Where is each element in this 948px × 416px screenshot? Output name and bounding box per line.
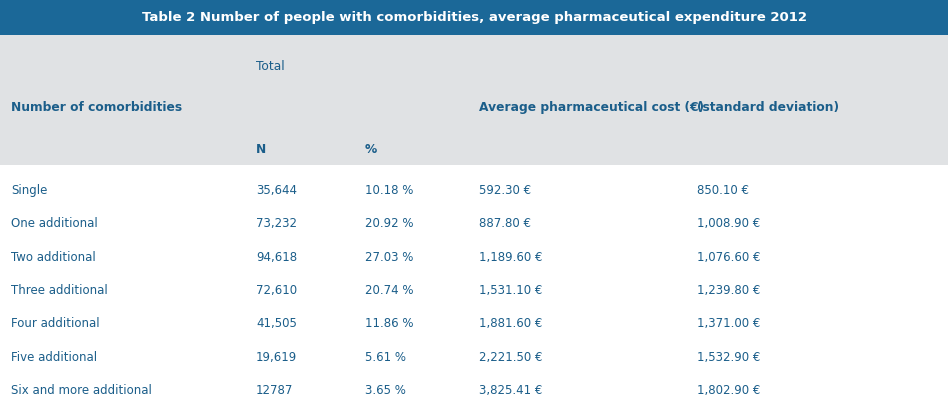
Text: 12787: 12787 — [256, 384, 293, 397]
Text: 10.18 %: 10.18 % — [365, 183, 413, 197]
Text: Five additional: Five additional — [11, 351, 98, 364]
Text: 72,610: 72,610 — [256, 284, 297, 297]
Bar — [0, 35, 948, 165]
Bar — [0, 165, 948, 416]
Text: 1,189.60 €: 1,189.60 € — [479, 250, 542, 263]
Text: 1,239.80 €: 1,239.80 € — [697, 284, 760, 297]
Text: 5.61 %: 5.61 % — [365, 351, 406, 364]
Text: 20.92 %: 20.92 % — [365, 217, 413, 230]
Text: 850.10 €: 850.10 € — [697, 183, 749, 197]
Text: 11.86 %: 11.86 % — [365, 317, 413, 330]
Text: Single: Single — [11, 183, 47, 197]
Text: Four additional: Four additional — [11, 317, 100, 330]
Bar — [0, 0, 948, 35]
Text: 73,232: 73,232 — [256, 217, 297, 230]
Text: 1,076.60 €: 1,076.60 € — [697, 250, 760, 263]
Text: 41,505: 41,505 — [256, 317, 297, 330]
Text: One additional: One additional — [11, 217, 99, 230]
Text: Three additional: Three additional — [11, 284, 108, 297]
Text: N: N — [256, 143, 266, 156]
Text: 3.65 %: 3.65 % — [365, 384, 406, 397]
Text: Total: Total — [256, 60, 284, 73]
Text: Two additional: Two additional — [11, 250, 96, 263]
Text: 1,532.90 €: 1,532.90 € — [697, 351, 760, 364]
Text: 2,221.50 €: 2,221.50 € — [479, 351, 542, 364]
Text: 592.30 €: 592.30 € — [479, 183, 531, 197]
Text: 3,825.41 €: 3,825.41 € — [479, 384, 542, 397]
Text: 19,619: 19,619 — [256, 351, 298, 364]
Text: Six and more additional: Six and more additional — [11, 384, 153, 397]
Text: 887.80 €: 887.80 € — [479, 217, 531, 230]
Text: 1,008.90 €: 1,008.90 € — [697, 217, 760, 230]
Text: (standard deviation): (standard deviation) — [697, 102, 839, 114]
Text: 27.03 %: 27.03 % — [365, 250, 413, 263]
Text: 1,531.10 €: 1,531.10 € — [479, 284, 542, 297]
Text: 35,644: 35,644 — [256, 183, 297, 197]
Text: 1,802.90 €: 1,802.90 € — [697, 384, 760, 397]
Text: 94,618: 94,618 — [256, 250, 297, 263]
Text: Table 2 Number of people with comorbidities, average pharmaceutical expenditure : Table 2 Number of people with comorbidit… — [141, 11, 807, 24]
Text: 20.74 %: 20.74 % — [365, 284, 413, 297]
Text: Average pharmaceutical cost (€): Average pharmaceutical cost (€) — [479, 102, 703, 114]
Text: %: % — [365, 143, 377, 156]
Text: 1,881.60 €: 1,881.60 € — [479, 317, 542, 330]
Text: 1,371.00 €: 1,371.00 € — [697, 317, 760, 330]
Text: Number of comorbidities: Number of comorbidities — [11, 102, 183, 114]
